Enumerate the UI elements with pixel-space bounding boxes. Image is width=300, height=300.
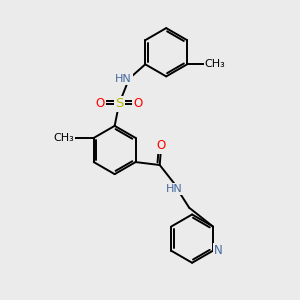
Text: CH₃: CH₃ bbox=[53, 133, 74, 143]
Text: CH₃: CH₃ bbox=[205, 59, 226, 69]
Text: S: S bbox=[115, 97, 123, 110]
Text: O: O bbox=[157, 140, 166, 152]
Text: HN: HN bbox=[166, 184, 183, 194]
Text: O: O bbox=[134, 97, 143, 110]
Text: N: N bbox=[214, 244, 223, 257]
Text: O: O bbox=[95, 97, 105, 110]
Text: HN: HN bbox=[115, 74, 132, 84]
